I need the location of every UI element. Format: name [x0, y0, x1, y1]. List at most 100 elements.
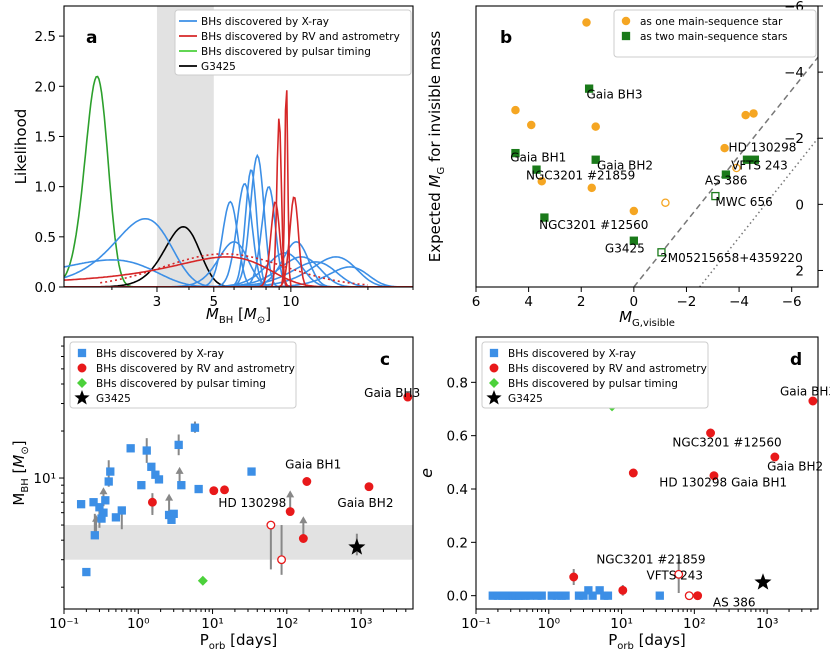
xray-bh-point: [117, 506, 126, 515]
reference-lines: [633, 56, 818, 287]
legend-marker: [77, 348, 87, 358]
two-ms-stars-point: [629, 236, 638, 245]
legend-b: [613, 9, 817, 58]
xray-bh-point: [111, 513, 121, 522]
legend-label: BHs discovered by X-ray: [96, 348, 224, 360]
pulsar-point: [197, 575, 208, 586]
rv-bh-point: [403, 392, 413, 402]
panel-b-frame: [475, 5, 819, 288]
point-label: Gaia BH2: [597, 159, 653, 173]
panel-d-frame: [475, 336, 819, 610]
likelihood-curve-dotted: [100, 253, 368, 286]
legend-label: BHs discovered by RV and astrometry: [201, 31, 400, 43]
panel-letter-d: d: [790, 350, 802, 370]
rv-bh-point: [285, 507, 295, 517]
legend-marker: [77, 378, 87, 388]
one-ms-star-point: [537, 176, 547, 186]
xray-bh-point: [177, 481, 186, 490]
limit-arrowhead: [286, 490, 295, 498]
one-ms-star-point: [526, 120, 536, 130]
one-ms-star-open-point: [661, 198, 670, 207]
xray-bh-point: [101, 496, 110, 505]
y-tick-label: 0.2: [447, 535, 468, 551]
two-ms-stars-open-point: [657, 248, 666, 257]
x-tick-label: 10⁰: [537, 616, 560, 632]
xray-bh-point: [595, 586, 604, 595]
one-ms-star-point: [629, 206, 639, 216]
legend-label: G3425: [96, 393, 131, 405]
point-label: Gaia BH2: [767, 459, 823, 473]
y-axis-label: Expected MG for invisible mass: [426, 31, 447, 263]
rv-bh-point: [298, 534, 308, 543]
x-tick-label: 10²: [276, 616, 299, 632]
two-ms-stars-point: [540, 213, 549, 222]
x-tick-label: 10: [282, 294, 299, 310]
xray-bh-point: [655, 591, 664, 600]
x-tick-label: 10⁻¹: [49, 616, 79, 632]
point-label: NGC3201 #12560: [539, 218, 648, 232]
legend-marker: [489, 378, 499, 388]
y-tick-label: 1.5: [35, 129, 56, 145]
g3425-star: [348, 538, 366, 555]
x-tick-label: 5: [209, 294, 218, 310]
one-ms-star-open-point: [732, 163, 741, 173]
xray-bh-point: [154, 475, 164, 484]
legend-marker: [621, 16, 631, 26]
y-tick-label: 2.0: [35, 79, 56, 95]
likelihood-curve: [64, 259, 413, 287]
point-label: NGC3201 #21859: [596, 553, 705, 567]
two-ms-stars-point: [584, 84, 594, 93]
limit-arrowhead: [175, 466, 184, 474]
x-tick-label: 0: [630, 294, 639, 310]
x-axis-label: Porb [days]: [200, 631, 278, 652]
curves-a: [64, 75, 413, 287]
x-tick-label: 10⁰: [127, 616, 150, 632]
y-tick-label: 0.0: [35, 280, 56, 296]
legend-label: BHs discovered by pulsar timing: [96, 378, 266, 390]
x-axis-label: Porb [days]: [608, 631, 686, 652]
rv-bh-point: [709, 471, 719, 481]
two-ms-stars-point: [511, 148, 520, 158]
rv-bh-open-point: [266, 520, 276, 530]
x-tick-label: 10⁻¹: [461, 616, 491, 632]
x-tick-label: 10¹: [201, 616, 224, 632]
x-tick-label: 10²: [683, 616, 706, 632]
rv-bh-point: [706, 428, 716, 438]
likelihood-curve: [64, 261, 413, 287]
x-tick-label: −4: [729, 294, 749, 310]
legend-c: [69, 341, 297, 409]
point-label: VFTS 243: [731, 159, 788, 173]
y-tick-label: 2: [795, 263, 804, 279]
legend-label: as one main-sequence star: [640, 16, 783, 28]
likelihood-curve: [64, 225, 413, 287]
one-ms-star-point: [741, 110, 750, 120]
two-ms-stars-point: [532, 165, 541, 174]
xray-bh-point: [82, 567, 91, 577]
one-ms-star-point: [591, 122, 600, 131]
one-ms-star-point: [749, 109, 758, 118]
rv-bh-point: [628, 468, 638, 478]
xray-bh-point: [579, 591, 588, 600]
y-tick-label: 0.4: [447, 482, 468, 498]
x-tick-label: 10³: [350, 616, 373, 632]
rv-bh-point: [302, 477, 312, 486]
point-label: Gaia BH3: [586, 88, 642, 102]
xray-bh-point: [99, 508, 108, 517]
xray-bh-point: [126, 444, 135, 453]
y-tick-label: 0.0: [447, 589, 468, 605]
legend-marker: [489, 348, 499, 358]
rv-bh-open-point: [674, 569, 684, 579]
likelihood-curve: [64, 169, 413, 287]
likelihood-curve: [64, 256, 413, 287]
legend-marker: [74, 390, 90, 405]
y-axis-label: MBH [M⊙]: [10, 440, 31, 505]
point-label: Gaia BH1: [285, 458, 341, 472]
rv-bh-point: [569, 572, 579, 582]
y-tick-label: 0.8: [447, 375, 468, 391]
xray-bh-point: [190, 423, 200, 432]
rv-bh-point: [618, 585, 628, 595]
x-tick-label: 4: [524, 294, 533, 310]
point-label: Gaia BH3: [780, 385, 830, 399]
y-tick-label: −4: [784, 65, 804, 81]
